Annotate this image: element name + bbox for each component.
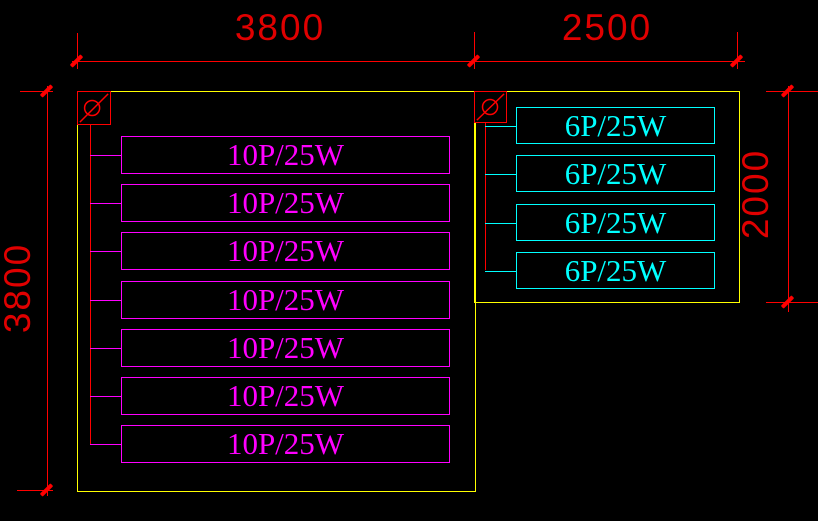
fixture-row-left: 10P/25W (121, 281, 450, 319)
fixture-label: 10P/25W (226, 330, 345, 365)
extension-line-top-right (737, 32, 738, 69)
fixture-label: 10P/25W (226, 282, 345, 317)
fixture-label: 6P/25W (564, 155, 667, 191)
fixture-label: 10P/25W (226, 137, 345, 172)
switch-symbol-right (474, 91, 507, 123)
dimension-label-right: 2000 (735, 148, 776, 240)
fixture-row-right: 6P/25W (516, 155, 715, 192)
fixture-row-left: 10P/25W (121, 425, 450, 463)
extension-line-left-top (20, 91, 53, 92)
wire-stub (90, 348, 121, 349)
dimension-line-left (47, 86, 48, 496)
extension-line-top-left (77, 33, 78, 69)
dimension-label-left: 3800 (0, 242, 38, 334)
wire-trunk-left (90, 125, 91, 445)
fixture-label: 6P/25W (564, 107, 667, 143)
dimension-label-top-right: 2500 (561, 7, 653, 48)
fixture-label: 10P/25W (226, 185, 345, 220)
wire-stub (90, 444, 121, 445)
fixture-label: 10P/25W (226, 378, 345, 413)
wire-stub (90, 300, 121, 301)
fixture-row-left: 10P/25W (121, 184, 450, 222)
fixture-label: 6P/25W (564, 252, 667, 288)
fixture-row-right: 6P/25W (516, 252, 715, 289)
fixture-row-right: 6P/25W (516, 204, 715, 241)
fixture-row-left: 10P/25W (121, 136, 450, 174)
circle-slash-icon (79, 93, 109, 123)
fixture-row-left: 10P/25W (121, 377, 450, 415)
fixture-row-left: 10P/25W (121, 329, 450, 367)
wire-stub (90, 155, 121, 156)
fixture-row-left: 10P/25W (121, 232, 450, 270)
extension-line-right-top (766, 91, 818, 92)
dimension-label-top-left: 3800 (234, 7, 326, 48)
circle-slash-icon (476, 93, 505, 121)
dimension-line-top (72, 61, 745, 62)
extension-line-right-bottom (766, 302, 818, 303)
wire-stub (90, 251, 121, 252)
wire-stub (90, 396, 121, 397)
fixture-label: 10P/25W (226, 426, 345, 461)
wire-stub (485, 174, 516, 175)
fixture-label: 10P/25W (226, 233, 345, 268)
room-outline-right (474, 91, 740, 303)
wire-trunk-right (485, 122, 486, 270)
fixture-label: 6P/25W (564, 204, 667, 240)
switch-symbol-left (77, 91, 111, 125)
extension-line-top-middle (474, 32, 475, 69)
wire-stub (485, 126, 516, 127)
wire-stub (485, 223, 516, 224)
wire-stub (485, 271, 516, 272)
dimension-line-right (788, 86, 789, 312)
wire-stub (90, 203, 121, 204)
extension-line-left-bottom (17, 490, 53, 491)
fixture-row-right: 6P/25W (516, 107, 715, 144)
room-outline-left (77, 91, 476, 492)
